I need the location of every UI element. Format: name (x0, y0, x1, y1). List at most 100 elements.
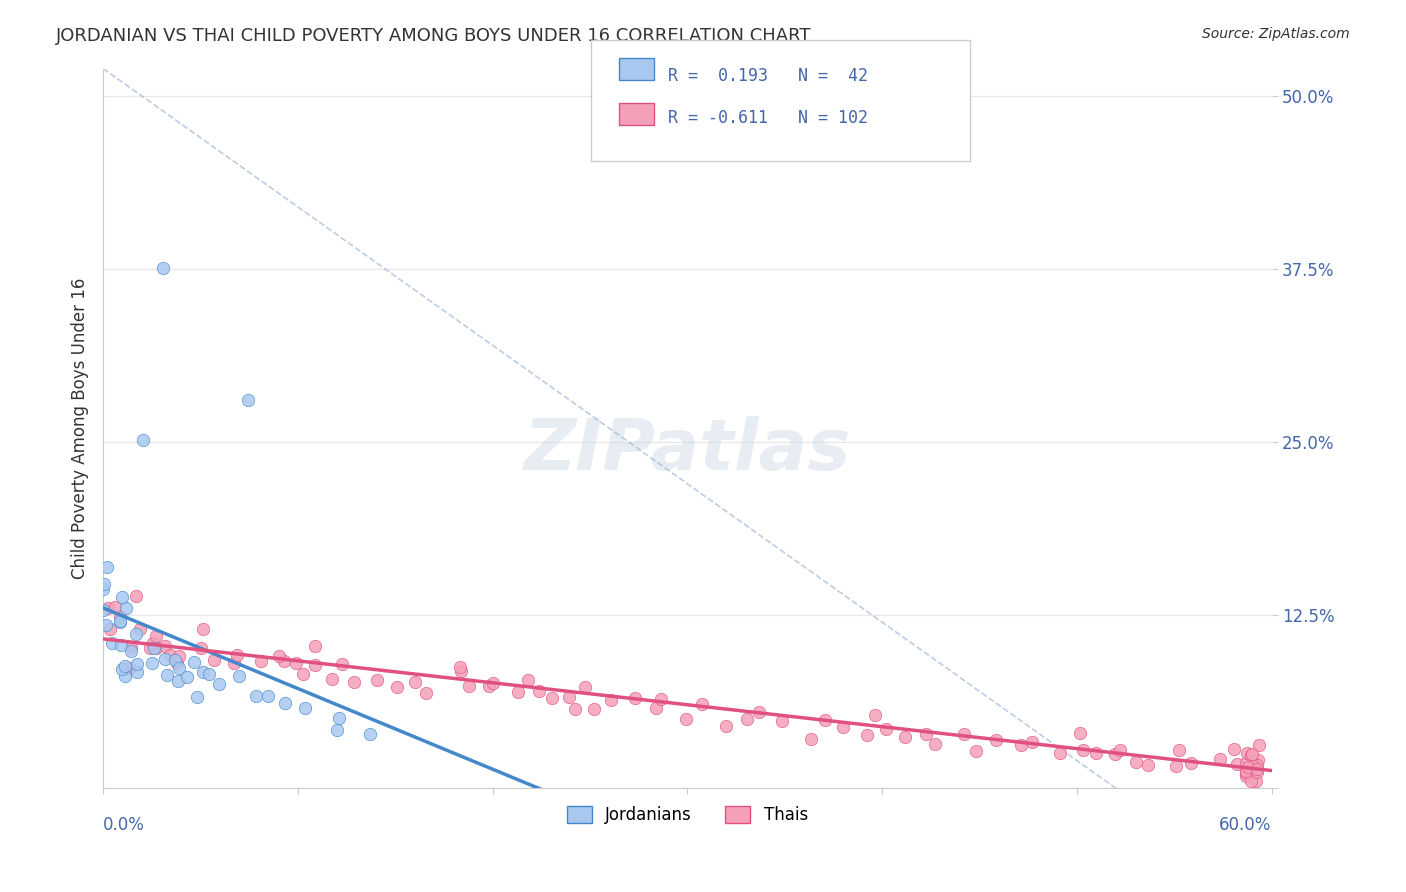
Point (1125, 756, 1147, 770)
Point (273, 655, 295, 669)
Point (167, 674, 190, 689)
Point (875, 722, 897, 736)
Text: JORDANIAN VS THAI CHILD POVERTY AMONG BOYS UNDER 16 CORRELATION CHART: JORDANIAN VS THAI CHILD POVERTY AMONG BO… (56, 27, 811, 45)
Point (304, 639, 326, 653)
Point (650, 691, 672, 706)
Point (1246, 764, 1268, 779)
Point (449, 660, 471, 674)
Point (225, 648, 247, 663)
Point (124, 589, 146, 603)
Point (98, 622, 121, 636)
Point (128, 622, 150, 636)
Point (191, 622, 214, 636)
Point (114, 669, 136, 683)
Point (208, 677, 231, 691)
Point (198, 667, 221, 681)
Point (145, 629, 167, 643)
Point (97, 600, 120, 615)
Point (1069, 726, 1091, 740)
Point (541, 690, 564, 705)
Point (91, 582, 114, 597)
Text: R = -0.611   N = 102: R = -0.611 N = 102 (668, 109, 868, 127)
Point (359, 727, 381, 741)
Point (269, 649, 291, 664)
Point (1246, 758, 1268, 772)
Y-axis label: Child Poverty Among Boys Under 16: Child Poverty Among Boys Under 16 (72, 277, 89, 579)
Point (508, 685, 530, 699)
Point (111, 662, 134, 676)
Point (96, 560, 118, 574)
Point (450, 664, 472, 678)
Point (1240, 748, 1263, 763)
Text: 0.0%: 0.0% (103, 815, 145, 834)
Point (924, 737, 946, 751)
Point (814, 713, 837, 727)
Point (1234, 764, 1257, 778)
Point (236, 392, 259, 407)
Text: ZIPatlas: ZIPatlas (524, 416, 851, 484)
Point (1071, 743, 1094, 757)
Point (108, 614, 131, 628)
Point (623, 690, 645, 705)
Point (131, 433, 153, 447)
Point (190, 640, 212, 655)
Point (321, 672, 343, 686)
Point (125, 626, 148, 640)
Point (574, 680, 596, 694)
Point (1109, 743, 1132, 757)
Point (330, 657, 353, 671)
Point (770, 714, 793, 728)
Point (167, 648, 190, 663)
Point (163, 653, 186, 667)
Point (675, 712, 697, 726)
Point (114, 659, 136, 673)
Point (110, 639, 132, 653)
Legend: Jordanians, Thais: Jordanians, Thais (560, 799, 814, 830)
Point (304, 657, 326, 672)
Point (1010, 738, 1032, 752)
Point (478, 679, 501, 693)
Point (159, 648, 181, 662)
Point (1240, 774, 1263, 789)
Point (1236, 747, 1258, 761)
Point (863, 708, 886, 723)
Point (273, 696, 295, 710)
Point (328, 711, 350, 725)
Point (183, 655, 205, 669)
Point (100, 636, 122, 650)
Point (285, 657, 308, 671)
Point (1234, 769, 1257, 783)
Point (343, 675, 366, 690)
Point (516, 673, 538, 687)
Point (1240, 747, 1263, 761)
Point (222, 656, 245, 670)
Point (1246, 762, 1268, 776)
Point (153, 640, 176, 654)
Point (1247, 739, 1270, 753)
Point (245, 689, 267, 703)
Point (152, 261, 174, 276)
Point (1049, 747, 1071, 761)
Point (645, 701, 668, 715)
Point (1244, 774, 1267, 789)
Point (120, 640, 142, 654)
Point (582, 702, 605, 716)
Point (482, 676, 505, 690)
Point (965, 744, 987, 758)
Point (294, 700, 316, 714)
Point (120, 644, 142, 658)
Point (110, 615, 132, 629)
Point (142, 641, 165, 656)
Point (404, 674, 426, 689)
Point (457, 679, 479, 693)
Point (176, 669, 198, 683)
Point (142, 635, 165, 649)
Point (690, 697, 713, 711)
Point (735, 712, 758, 726)
Point (111, 590, 134, 604)
Point (1180, 756, 1202, 771)
Point (186, 690, 208, 704)
Point (91, 602, 114, 616)
Point (1168, 743, 1191, 757)
Point (953, 727, 976, 741)
